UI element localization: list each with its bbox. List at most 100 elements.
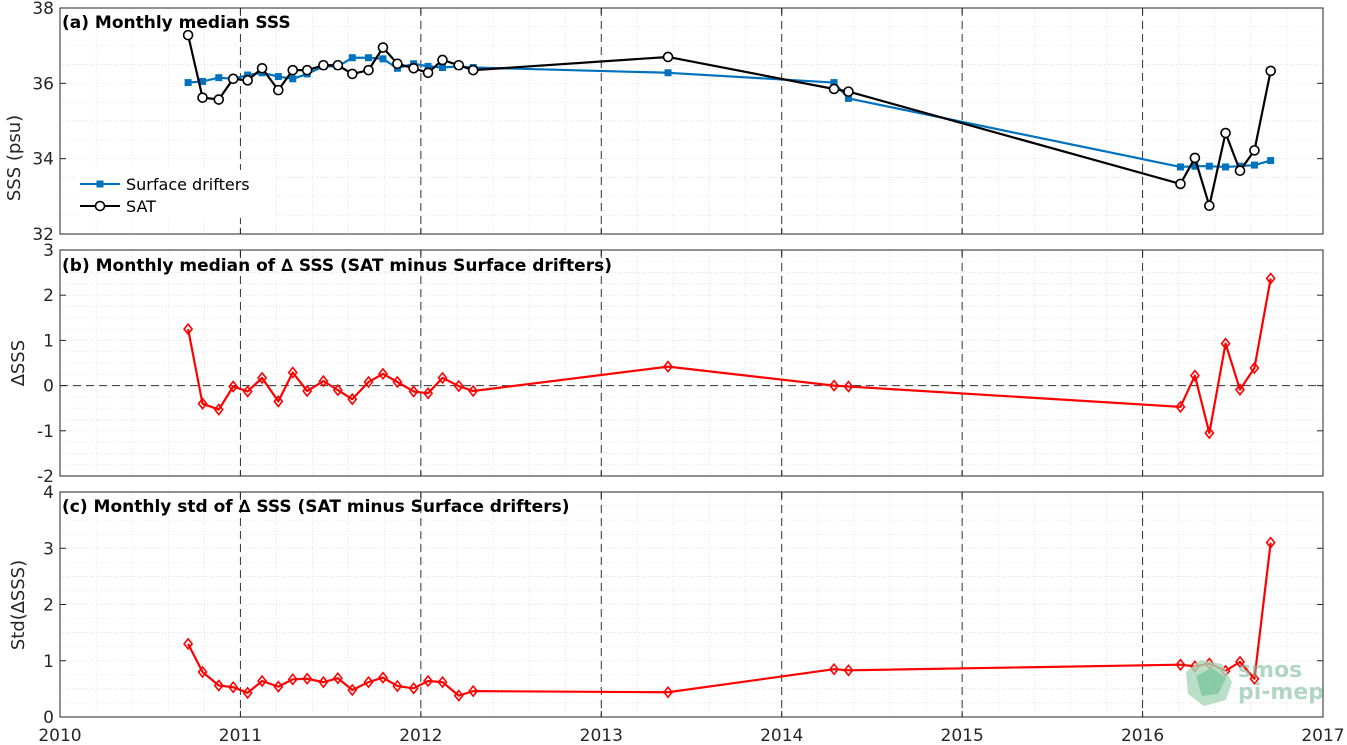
data-point (422, 67, 434, 79)
ytick-label: 1 (43, 652, 54, 672)
data-point (408, 682, 419, 695)
data-point (347, 683, 358, 697)
data-point (829, 379, 840, 392)
data-point (363, 64, 374, 76)
data-point (1267, 157, 1275, 165)
data-point (228, 680, 239, 694)
data-point (348, 54, 356, 62)
data-point (213, 679, 224, 692)
ytick-label: 3 (43, 539, 54, 559)
data-point (1265, 65, 1276, 77)
ytick-label: 34 (32, 150, 54, 170)
series-sat (182, 29, 1276, 212)
grid (59, 491, 1324, 718)
data-point (828, 83, 840, 95)
data-point (467, 64, 479, 76)
data-point (332, 59, 344, 71)
data-point (408, 62, 419, 74)
axes-box (59, 249, 1324, 477)
data-point (215, 74, 223, 82)
data-point (213, 94, 225, 105)
ytick-label: 3 (43, 241, 54, 261)
data-point (437, 371, 448, 385)
data-point (182, 29, 194, 41)
data-point (437, 675, 448, 689)
xtick-label: 2016 (1121, 726, 1164, 745)
data-point (318, 374, 329, 388)
data-point (1249, 672, 1260, 686)
data-point (1175, 658, 1186, 671)
data-point (392, 679, 403, 693)
series-line (187, 542, 1272, 697)
watermark-logo: smos pi-mep (1186, 658, 1324, 706)
panel-b-title: (b) Monthly median of ∆ SSS (SAT minus S… (62, 256, 612, 276)
data-point (468, 384, 479, 398)
data-point (408, 385, 419, 398)
data-point (257, 674, 268, 688)
ytick-label: 0 (43, 708, 54, 728)
data-point (664, 69, 672, 77)
ytick-label: 38 (32, 0, 54, 19)
data-point (347, 392, 358, 406)
panel-b: -2 -1 0 1 2 3 (b) Monthly median of ∆ SSS (SAT… (8, 241, 1324, 487)
logo-text-1: smos (1238, 658, 1302, 683)
data-point (256, 62, 268, 74)
data-point (273, 84, 284, 96)
data-point (273, 680, 284, 693)
data-point (197, 92, 208, 103)
ytick-label: 0 (43, 377, 54, 397)
data-point (453, 379, 464, 393)
data-point (1204, 426, 1215, 440)
data-point (392, 58, 403, 70)
data-point (242, 686, 253, 700)
panel-c-title: (c) Monthly std of ∆ SSS (SAT minus Surf… (62, 497, 569, 517)
data-point (197, 397, 208, 410)
series-delta (183, 272, 1276, 440)
data-point (213, 403, 224, 416)
xtick-label: 2013 (580, 726, 623, 745)
series-line (187, 278, 1272, 435)
data-point (1175, 178, 1186, 190)
data-point (318, 59, 329, 71)
data-point (242, 385, 253, 398)
data-point (1265, 536, 1276, 549)
data-point (1191, 162, 1199, 170)
data-point (287, 673, 298, 686)
data-point (1234, 165, 1246, 177)
ytick-label: -2 (37, 467, 54, 487)
panel-a-ylabel: SSS (psu) (4, 115, 25, 201)
data-point (377, 42, 389, 53)
data-point (844, 94, 852, 102)
data-point (453, 689, 464, 702)
data-point (468, 684, 479, 698)
data-point (257, 371, 268, 385)
data-point (1250, 161, 1258, 169)
data-point (830, 79, 838, 87)
data-point (1249, 145, 1260, 156)
legend-label-drifters: Surface drifters (126, 175, 250, 194)
data-point (392, 375, 403, 389)
grid (59, 249, 1324, 477)
ytick-label: -1 (37, 422, 54, 442)
legend-label-sat: SAT (126, 197, 156, 216)
data-point (379, 55, 387, 63)
ytick-label: 4 (43, 483, 54, 503)
data-point (423, 674, 434, 688)
data-point (663, 685, 674, 699)
xtick-label: 2017 (1301, 726, 1344, 745)
data-point (289, 75, 297, 83)
ytick-label: 32 (32, 225, 54, 245)
ytick-label: 2 (43, 286, 54, 306)
data-point (1175, 400, 1186, 414)
legend-box (76, 170, 276, 218)
data-point (242, 75, 253, 86)
data-point (287, 366, 298, 379)
data-point (1189, 369, 1200, 382)
data-point (1234, 655, 1246, 669)
data-point (423, 387, 434, 400)
data-point (1205, 162, 1213, 170)
data-point (829, 662, 840, 676)
data-point (318, 675, 329, 689)
